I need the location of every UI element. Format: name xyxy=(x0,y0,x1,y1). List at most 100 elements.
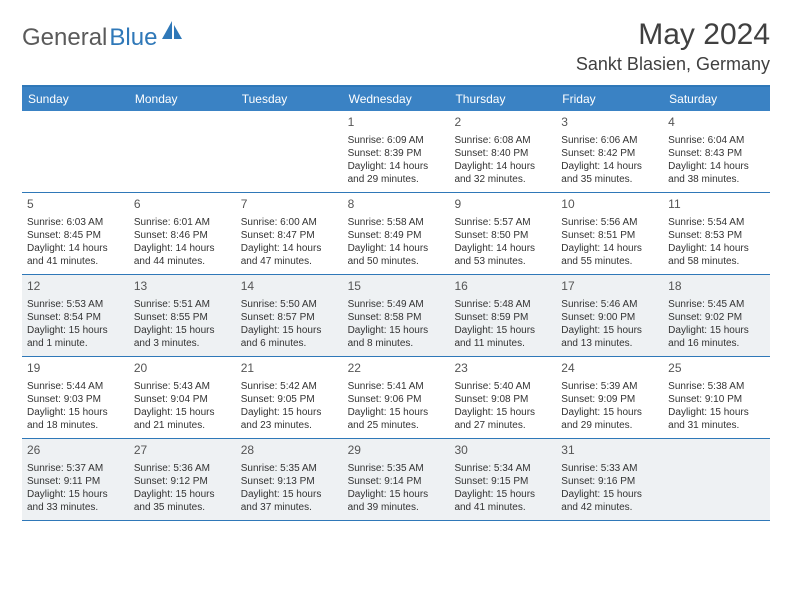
daylight-text: Daylight: 14 hours and 44 minutes. xyxy=(134,242,231,268)
sunset-text: Sunset: 8:51 PM xyxy=(561,229,658,242)
day-header: Sunday xyxy=(22,87,129,111)
daylight-text: Daylight: 15 hours and 1 minute. xyxy=(27,324,124,350)
daylight-text: Daylight: 15 hours and 8 minutes. xyxy=(348,324,445,350)
sunset-text: Sunset: 8:59 PM xyxy=(454,311,551,324)
day-number: 11 xyxy=(668,197,765,213)
day-cell: 20Sunrise: 5:43 AMSunset: 9:04 PMDayligh… xyxy=(129,357,236,438)
sunrise-text: Sunrise: 5:54 AM xyxy=(668,216,765,229)
week-row: 26 Sunrise: 5:37 AMSunset: 9:11 PM Dayligh… xyxy=(22,439,770,521)
day-cell: 4Sunrise: 6:04 AMSunset: 8:43 PMDaylight… xyxy=(663,111,770,192)
day-number: 10 xyxy=(561,197,658,213)
day-cell: 13Sunrise: 5:51 AMSunset: 8:55 PMDayligh… xyxy=(129,275,236,356)
day-cell: 23 Sunrise: 5:40 AMSunset: 9:08 PMDayligh… xyxy=(449,357,556,438)
sunrise-text: Sunrise: 6:03 AM xyxy=(27,216,124,229)
calendar-table: SundayMondayTuesdayWednesdayThursdayFrid… xyxy=(22,85,770,521)
sunrise-text: Sunrise: 5:42 AM xyxy=(241,380,338,393)
day-cell xyxy=(22,111,129,192)
sunrise-text: Sunrise: 6:04 AM xyxy=(668,134,765,147)
sunset-text: Sunset: 9:05 PM xyxy=(241,393,338,406)
sunrise-text: Sunrise: 5:49 AM xyxy=(348,298,445,311)
sunrise-text: Sunrise: 5:37 AM xyxy=(27,462,124,475)
sunset-text: Sunset: 8:58 PM xyxy=(348,311,445,324)
sunrise-text: Sunrise: 5:41 AM xyxy=(348,380,445,393)
day-cell: 2Sunrise: 6:08 AMSunset: 8:40 PMDaylight… xyxy=(449,111,556,192)
day-cell: 18Sunrise: 5:45 AMSunset: 9:02 PMDayligh… xyxy=(663,275,770,356)
sunset-text: Sunset: 9:15 PM xyxy=(454,475,551,488)
day-cell xyxy=(129,111,236,192)
sunrise-text: Sunrise: 6:06 AM xyxy=(561,134,658,147)
day-number: 13 xyxy=(134,279,231,295)
sunrise-text: Sunrise: 5:56 AM xyxy=(561,216,658,229)
sunset-text: Sunset: 9:14 PM xyxy=(348,475,445,488)
calendar-page: GeneralBlue May 2024 Sankt Blasien, Germ… xyxy=(0,0,792,539)
day-cell xyxy=(663,439,770,520)
sunset-text: Sunset: 9:00 PM xyxy=(561,311,658,324)
day-number: 26 xyxy=(27,443,124,459)
daylight-text: Daylight: 15 hours and 41 minutes. xyxy=(454,488,551,514)
day-header: Saturday xyxy=(663,87,770,111)
sunrise-text: Sunrise: 5:35 AM xyxy=(348,462,445,475)
day-cell: 6Sunrise: 6:01 AMSunset: 8:46 PMDaylight… xyxy=(129,193,236,274)
day-number: 3 xyxy=(561,115,658,131)
day-cell: 9Sunrise: 5:57 AMSunset: 8:50 PMDaylight… xyxy=(449,193,556,274)
day-number: 9 xyxy=(454,197,551,213)
day-number: 16 xyxy=(454,279,551,295)
sunset-text: Sunset: 9:03 PM xyxy=(27,393,124,406)
daylight-text: Daylight: 15 hours and 27 minutes. xyxy=(454,406,551,432)
sunrise-text: Sunrise: 6:09 AM xyxy=(348,134,445,147)
logo-text-general: General xyxy=(22,24,107,52)
sunset-text: Sunset: 9:10 PM xyxy=(668,393,765,406)
day-number: 14 xyxy=(241,279,338,295)
day-number: 18 xyxy=(668,279,765,295)
day-number: 23 xyxy=(454,361,551,377)
daylight-text: Daylight: 14 hours and 32 minutes. xyxy=(454,160,551,186)
daylight-text: Daylight: 14 hours and 35 minutes. xyxy=(561,160,658,186)
daylight-text: Daylight: 15 hours and 18 minutes. xyxy=(27,406,124,432)
day-number: 20 xyxy=(134,361,231,377)
sunrise-text: Sunrise: 6:01 AM xyxy=(134,216,231,229)
sunset-text: Sunset: 8:54 PM xyxy=(27,311,124,324)
sunrise-text: Sunrise: 5:45 AM xyxy=(668,298,765,311)
day-number: 4 xyxy=(668,115,765,131)
day-cell: 25 Sunrise: 5:38 AMSunset: 9:10 PMDayligh… xyxy=(663,357,770,438)
sunset-text: Sunset: 9:09 PM xyxy=(561,393,658,406)
sunset-text: Sunset: 8:53 PM xyxy=(668,229,765,242)
sunset-text: Sunset: 8:42 PM xyxy=(561,147,658,160)
day-number: 21 xyxy=(241,361,338,377)
day-number: 2 xyxy=(454,115,551,131)
sunset-text: Sunset: 9:13 PM xyxy=(241,475,338,488)
daylight-text: Daylight: 15 hours and 21 minutes. xyxy=(134,406,231,432)
sunset-text: Sunset: 9:08 PM xyxy=(454,393,551,406)
sunrise-text: Sunrise: 5:57 AM xyxy=(454,216,551,229)
daylight-text: Daylight: 14 hours and 53 minutes. xyxy=(454,242,551,268)
sunset-text: Sunset: 8:47 PM xyxy=(241,229,338,242)
day-header: Tuesday xyxy=(236,87,343,111)
logo: GeneralBlue xyxy=(22,18,184,52)
day-number: 28 xyxy=(241,443,338,459)
day-number: 31 xyxy=(561,443,658,459)
sunset-text: Sunset: 9:12 PM xyxy=(134,475,231,488)
day-number: 25 xyxy=(668,361,765,377)
sunset-text: Sunset: 9:06 PM xyxy=(348,393,445,406)
day-cell: 17Sunrise: 5:46 AMSunset: 9:00 PMDayligh… xyxy=(556,275,663,356)
day-cell: 31Sunrise: 5:33 AMSunset: 9:16 PMDayligh… xyxy=(556,439,663,520)
week-row: 1Sunrise: 6:09 AMSunset: 8:39 PMDaylight… xyxy=(22,111,770,193)
day-cell: 5Sunrise: 6:03 AMSunset: 8:45 PMDaylight… xyxy=(22,193,129,274)
week-row: 19Sunrise: 5:44 AMSunset: 9:03 PMDayligh… xyxy=(22,357,770,439)
sunset-text: Sunset: 9:04 PM xyxy=(134,393,231,406)
day-cell: 12Sunrise: 5:53 AMSunset: 8:54 PMDayligh… xyxy=(22,275,129,356)
sunset-text: Sunset: 9:11 PM xyxy=(27,475,124,488)
day-cell: 10Sunrise: 5:56 AMSunset: 8:51 PMDayligh… xyxy=(556,193,663,274)
header: GeneralBlue May 2024 Sankt Blasien, Germ… xyxy=(22,18,770,75)
daylight-text: Daylight: 15 hours and 16 minutes. xyxy=(668,324,765,350)
sunset-text: Sunset: 8:40 PM xyxy=(454,147,551,160)
daylight-text: Daylight: 15 hours and 31 minutes. xyxy=(668,406,765,432)
day-cell: 27Sunrise: 5:36 AMSunset: 9:12 PMDayligh… xyxy=(129,439,236,520)
sunrise-text: Sunrise: 5:48 AM xyxy=(454,298,551,311)
daylight-text: Daylight: 15 hours and 13 minutes. xyxy=(561,324,658,350)
daylight-text: Daylight: 14 hours and 47 minutes. xyxy=(241,242,338,268)
sunrise-text: Sunrise: 5:53 AM xyxy=(27,298,124,311)
sunrise-text: Sunrise: 5:40 AM xyxy=(454,380,551,393)
sunrise-text: Sunrise: 5:38 AM xyxy=(668,380,765,393)
month-title: May 2024 xyxy=(576,18,770,52)
